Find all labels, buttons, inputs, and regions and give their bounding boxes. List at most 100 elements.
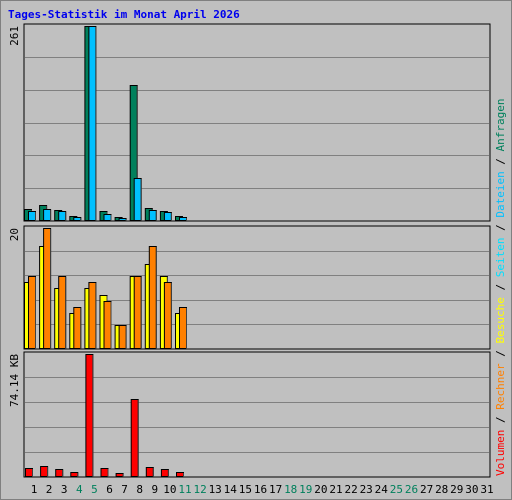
bar-volume-volumen-day-7	[115, 473, 124, 477]
x-tick-day-20: 20	[314, 483, 327, 496]
bar-volume-volumen-day-5	[85, 354, 94, 477]
x-tick-day-17: 17	[269, 483, 282, 496]
bar-volume-volumen-day-8	[130, 399, 139, 477]
legend-item-anfragen: Anfragen	[494, 98, 507, 151]
x-tick-day-19: 19	[299, 483, 312, 496]
legend-item-separator: /	[494, 344, 507, 364]
x-tick-day-18: 18	[284, 483, 297, 496]
bar-rect	[73, 307, 82, 349]
x-tick-day-9: 9	[151, 483, 158, 496]
legend-item-volumen: Volumen	[494, 430, 507, 476]
x-tick-day-11: 11	[178, 483, 191, 496]
bar-hits-dateien-day-3	[58, 211, 67, 221]
bar-hits-dateien-day-1	[28, 211, 36, 221]
x-tick-day-14: 14	[224, 483, 238, 496]
bar-rect	[103, 301, 112, 349]
y-max-label-visits: 20	[8, 228, 21, 241]
bar-visits-rechner-day-10	[163, 282, 172, 349]
bar-hits-dateien-day-7	[118, 218, 127, 221]
bar-hits-dateien-day-9	[148, 210, 157, 221]
bar-visits-rechner-day-5	[88, 282, 97, 349]
legend-item-separator: /	[494, 151, 507, 171]
bar-visits-rechner-day-11	[179, 307, 187, 349]
bar-rect	[118, 218, 127, 221]
x-tick-day-16: 16	[254, 483, 267, 496]
bar-rect	[55, 469, 64, 477]
x-tick-day-3: 3	[61, 483, 68, 496]
bar-rect	[130, 399, 139, 477]
bar-visits-rechner-day-1	[28, 276, 36, 349]
legend-item-separator: /	[494, 218, 507, 238]
bar-hits-dateien-day-5	[88, 26, 97, 221]
x-tick-day-26: 26	[405, 483, 418, 496]
bar-visits-rechner-day-9	[148, 246, 157, 349]
legend-item-rechner: Rechner	[494, 363, 507, 410]
bar-rect	[43, 209, 52, 221]
x-tick-day-29: 29	[450, 483, 463, 496]
chart-title: Tages-Statistik im Monat April 2026	[8, 8, 240, 21]
bar-rect	[163, 282, 172, 349]
bar-visits-rechner-day-3	[58, 276, 67, 349]
x-tick-day-2: 2	[46, 483, 53, 496]
bar-hits-dateien-day-2	[43, 209, 52, 221]
x-tick-day-25: 25	[390, 483, 403, 496]
bar-visits-rechner-day-7	[118, 325, 127, 349]
bar-rect	[145, 467, 154, 477]
legend-vertical: Volumen / Rechner / Besuche / Seiten / D…	[494, 98, 507, 476]
x-tick-day-7: 7	[121, 483, 128, 496]
bar-rect	[88, 282, 97, 349]
legend-item-seiten: Seiten	[494, 238, 507, 278]
bar-hits-dateien-day-4	[73, 217, 82, 221]
bar-rect	[163, 212, 172, 221]
bar-volume-volumen-day-9	[145, 467, 154, 477]
bar-rect	[100, 468, 109, 477]
bar-rect	[160, 469, 169, 477]
bar-volume-volumen-day-1	[25, 468, 33, 477]
x-tick-day-12: 12	[193, 483, 206, 496]
bar-volume-volumen-day-2	[40, 466, 49, 477]
x-tick-day-13: 13	[209, 483, 222, 496]
x-tick-day-15: 15	[239, 483, 252, 496]
bar-rect	[103, 214, 112, 221]
bar-rect	[40, 466, 49, 477]
bar-rect	[73, 217, 82, 221]
bar-rect	[133, 178, 142, 221]
x-tick-day-6: 6	[106, 483, 113, 496]
x-tick-day-1: 1	[31, 483, 38, 496]
panel-frame-volume	[23, 351, 491, 478]
x-tick-day-10: 10	[163, 483, 176, 496]
x-tick-day-30: 30	[465, 483, 478, 496]
bar-visits-rechner-day-8	[133, 276, 142, 349]
bar-rect	[85, 354, 94, 477]
bar-volume-volumen-day-11	[176, 472, 184, 477]
bar-hits-dateien-day-10	[163, 212, 172, 221]
x-tick-day-4: 4	[76, 483, 83, 496]
x-tick-day-31: 31	[480, 483, 493, 496]
bar-hits-dateien-day-6	[103, 214, 112, 221]
bar-rect	[28, 276, 36, 349]
bar-visits-rechner-day-6	[103, 301, 112, 349]
x-tick-day-5: 5	[91, 483, 98, 496]
bar-rect	[58, 276, 67, 349]
bar-volume-volumen-day-3	[55, 469, 64, 477]
bar-rect	[88, 26, 97, 221]
bar-rect	[58, 211, 67, 221]
bar-hits-dateien-day-8	[133, 178, 142, 221]
legend-item-besuche: Besuche	[494, 297, 507, 343]
legend-item-separator: /	[494, 410, 507, 430]
x-tick-day-22: 22	[344, 483, 357, 496]
bar-volume-volumen-day-10	[160, 469, 169, 477]
bar-hits-dateien-day-11	[179, 217, 187, 221]
bar-rect	[148, 210, 157, 221]
x-tick-day-27: 27	[420, 483, 433, 496]
bar-rect	[115, 473, 124, 477]
bar-rect	[148, 246, 157, 349]
x-tick-day-21: 21	[329, 483, 342, 496]
bar-rect	[179, 307, 187, 349]
bar-rect	[25, 468, 33, 477]
legend-item-separator: /	[494, 277, 507, 297]
bar-rect	[179, 217, 187, 221]
x-tick-day-24: 24	[375, 483, 389, 496]
bar-visits-rechner-day-4	[73, 307, 82, 349]
